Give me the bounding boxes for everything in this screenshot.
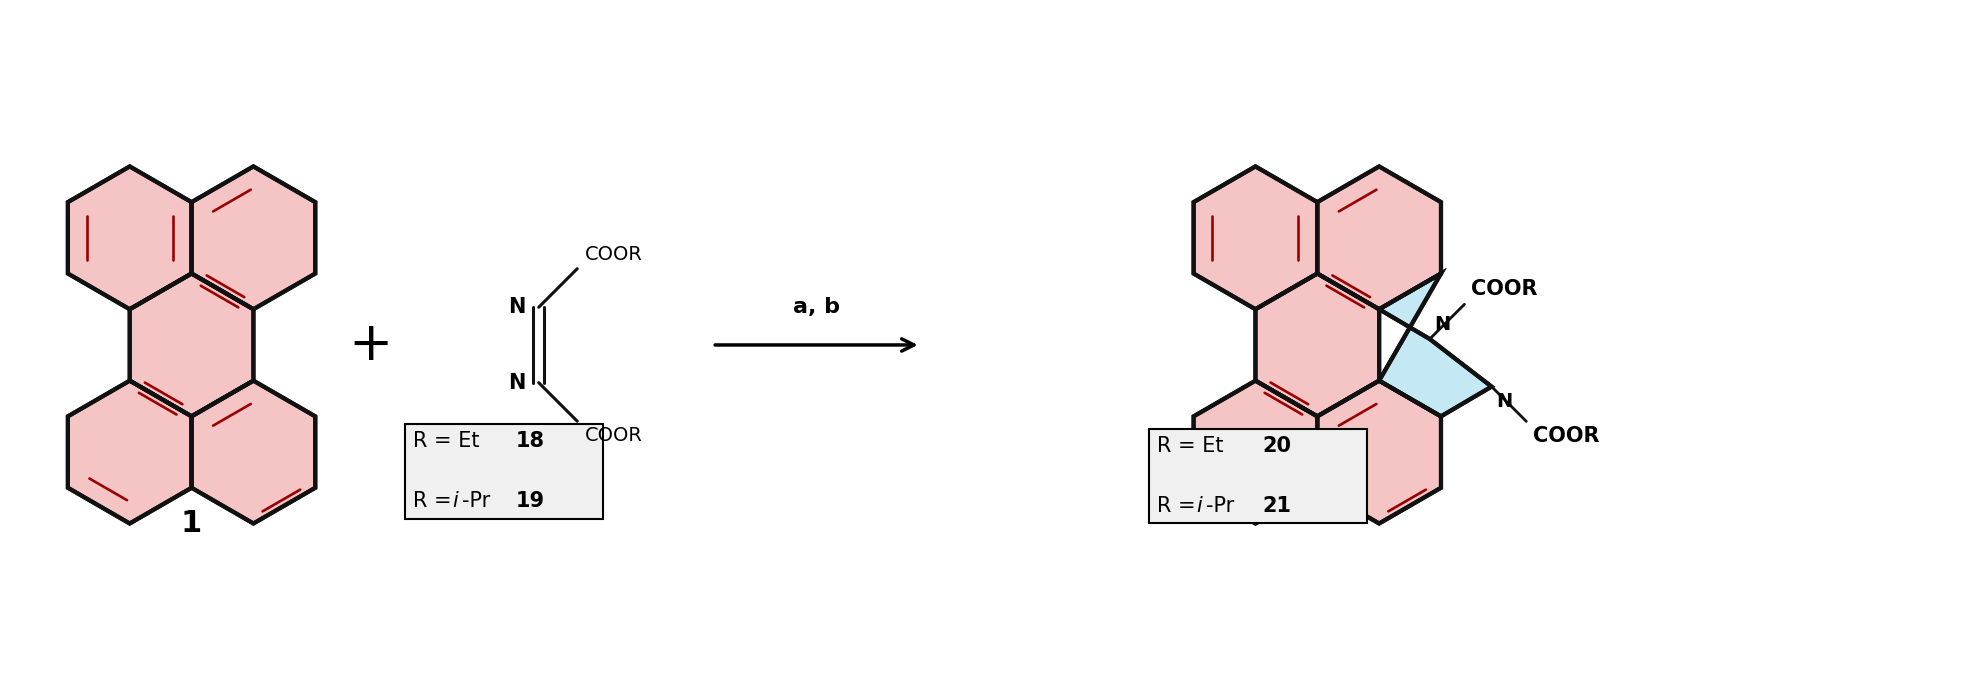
Polygon shape <box>67 167 192 309</box>
Polygon shape <box>1317 381 1441 524</box>
Text: -Pr: -Pr <box>1206 496 1247 516</box>
Bar <box>404 424 604 519</box>
Text: 21: 21 <box>1263 496 1291 516</box>
Text: 1: 1 <box>180 509 202 538</box>
Polygon shape <box>192 167 315 309</box>
Polygon shape <box>1194 167 1317 309</box>
Text: COOR: COOR <box>586 245 644 264</box>
Text: N: N <box>509 297 527 318</box>
Bar <box>1148 429 1366 524</box>
Text: i: i <box>1196 496 1202 516</box>
Text: N: N <box>1497 392 1513 411</box>
Polygon shape <box>192 381 315 524</box>
Polygon shape <box>1317 167 1441 309</box>
Text: R =: R = <box>412 491 457 511</box>
Polygon shape <box>131 273 253 416</box>
Text: i: i <box>451 491 457 511</box>
Polygon shape <box>1255 273 1380 416</box>
Text: R = Et: R = Et <box>1156 436 1236 456</box>
Polygon shape <box>1380 273 1491 416</box>
Text: R =: R = <box>1156 496 1202 516</box>
Text: 18: 18 <box>517 430 544 451</box>
Text: 19: 19 <box>517 491 544 511</box>
Text: N: N <box>1436 315 1451 334</box>
Text: COOR: COOR <box>1533 426 1600 446</box>
Text: a, b: a, b <box>792 297 840 317</box>
Text: R = Et: R = Et <box>412 430 493 451</box>
Text: -Pr: -Pr <box>463 491 503 511</box>
Text: COOR: COOR <box>586 426 644 445</box>
Polygon shape <box>67 381 192 524</box>
Polygon shape <box>1194 381 1317 524</box>
Text: N: N <box>509 373 527 392</box>
Text: COOR: COOR <box>1471 279 1538 299</box>
Text: +: + <box>348 319 392 371</box>
Text: 20: 20 <box>1263 436 1291 456</box>
